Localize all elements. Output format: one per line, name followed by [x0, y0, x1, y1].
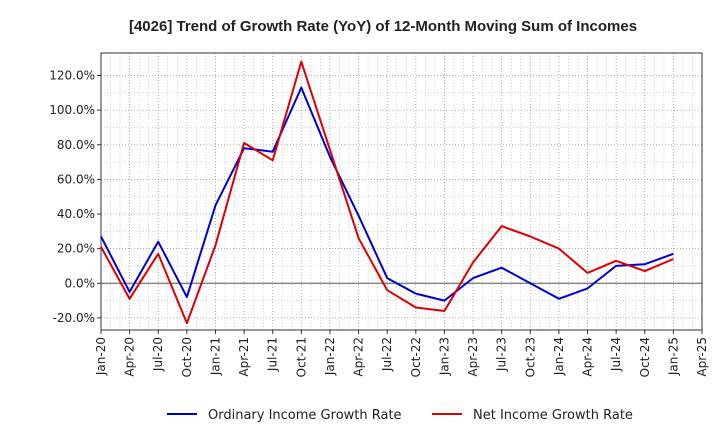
x-tick-label: Jan-23: [437, 337, 451, 376]
x-tick-label: Apr-24: [581, 337, 595, 377]
x-tick-label: Oct-23: [523, 337, 537, 377]
x-tick-label: Apr-23: [466, 337, 480, 377]
x-tick-label: Jan-24: [552, 337, 566, 376]
legend: Ordinary Income Growth Rate Net Income Gr…: [167, 408, 633, 423]
series-line-2: [100, 60, 674, 325]
y-tick-label: 20.0%: [57, 242, 95, 256]
x-tick-label: Apr-20: [123, 337, 137, 377]
x-tick-label: Jul-23: [495, 337, 509, 372]
series-line-1: [100, 86, 674, 302]
x-tick-label: Jan-25: [666, 337, 680, 376]
x-tick-label: Oct-22: [409, 337, 423, 377]
x-tick-label: Jan-21: [208, 337, 222, 376]
y-tick-label: 80.0%: [57, 138, 95, 152]
plot-frame: [100, 52, 703, 331]
x-tick-label: Jul-24: [609, 337, 623, 372]
y-tick-label: 40.0%: [57, 207, 95, 221]
x-tick-label: Jan-22: [323, 337, 337, 376]
x-tick-label: Jan-20: [94, 337, 108, 376]
y-tick-label: -20.0%: [53, 311, 95, 325]
x-tick-label: Oct-20: [180, 337, 194, 377]
x-tick-label: Jul-22: [380, 337, 394, 372]
x-tick-label: Apr-25: [695, 337, 709, 377]
legend-label-2: Net Income Growth Rate: [473, 408, 633, 423]
x-tick-label: Jul-21: [266, 337, 280, 372]
y-tick-label: 0.0%: [65, 276, 96, 290]
x-tick-label: Apr-21: [237, 337, 251, 377]
y-tick-label: 100.0%: [49, 103, 95, 117]
x-tick-label: Oct-21: [294, 337, 308, 377]
y-tick-label: 60.0%: [57, 172, 95, 186]
y-tick-label: 120.0%: [49, 69, 95, 83]
legend-label-1: Ordinary Income Growth Rate: [208, 408, 402, 423]
x-tick-label: Apr-22: [352, 337, 366, 377]
chart-title: [4026] Trend of Growth Rate (YoY) of 12-…: [129, 18, 637, 35]
x-tick-label: Jul-20: [151, 337, 165, 372]
plot-area: -20.0% 0.0% 20.0% 40.0% 60.0% 80.0% 100.0% 120.…: [49, 52, 709, 377]
x-tick-label: Oct-24: [638, 337, 652, 377]
